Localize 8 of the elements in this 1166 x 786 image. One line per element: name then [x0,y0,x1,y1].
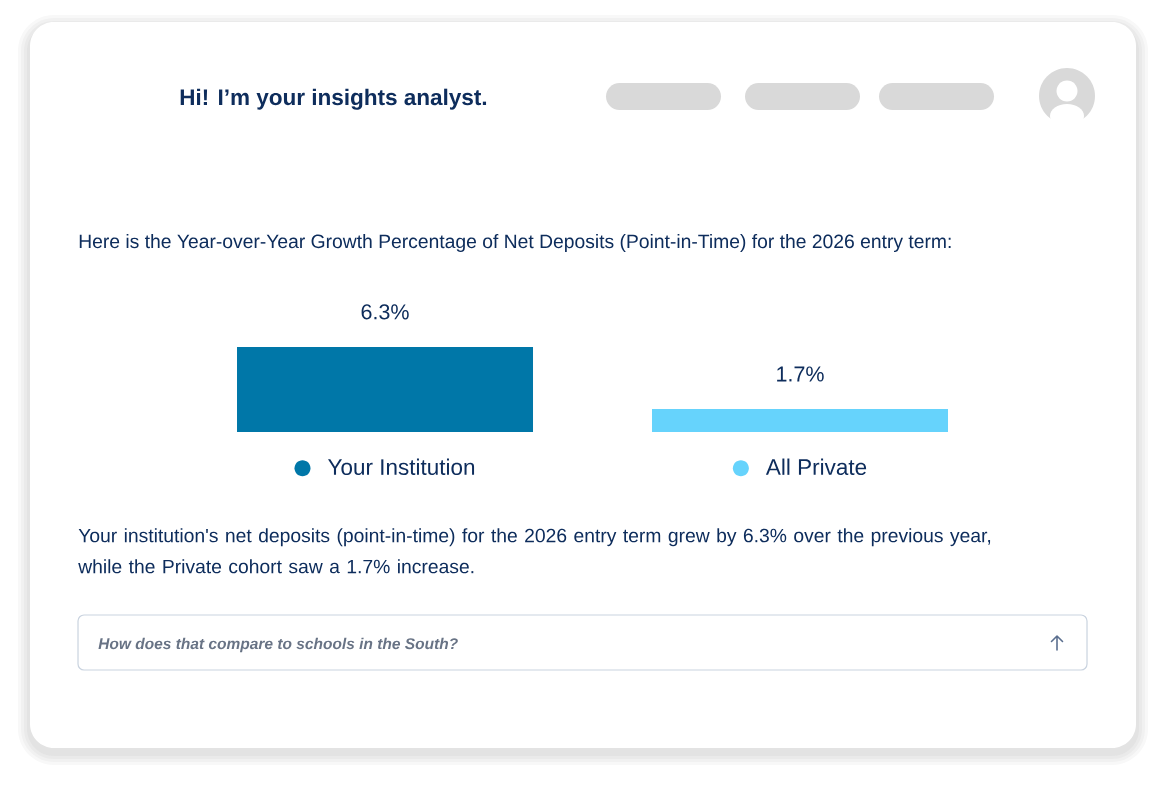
text: Hi! I’m your insights analyst. [180,88,487,110]
data-label: 1.7% [777,366,824,382]
x-tick-label: Your Institution [328,458,475,476]
x-tick-label: All Private [765,458,867,476]
chart-title: Here is the Year-over-Year Growth Percentage of Net Deposits (Point-in-Time) for the 2026 entry term: [79,234,951,252]
text: How does that compare to schools in the South? [98,637,458,653]
text: Your institution's net deposits (point-in-time) for the 2026 entry term grew by 6.3% over the previous year, while the Private cohort saw a 1.7% increase. [78,528,991,574]
data-label: 6.3% [361,304,409,320]
